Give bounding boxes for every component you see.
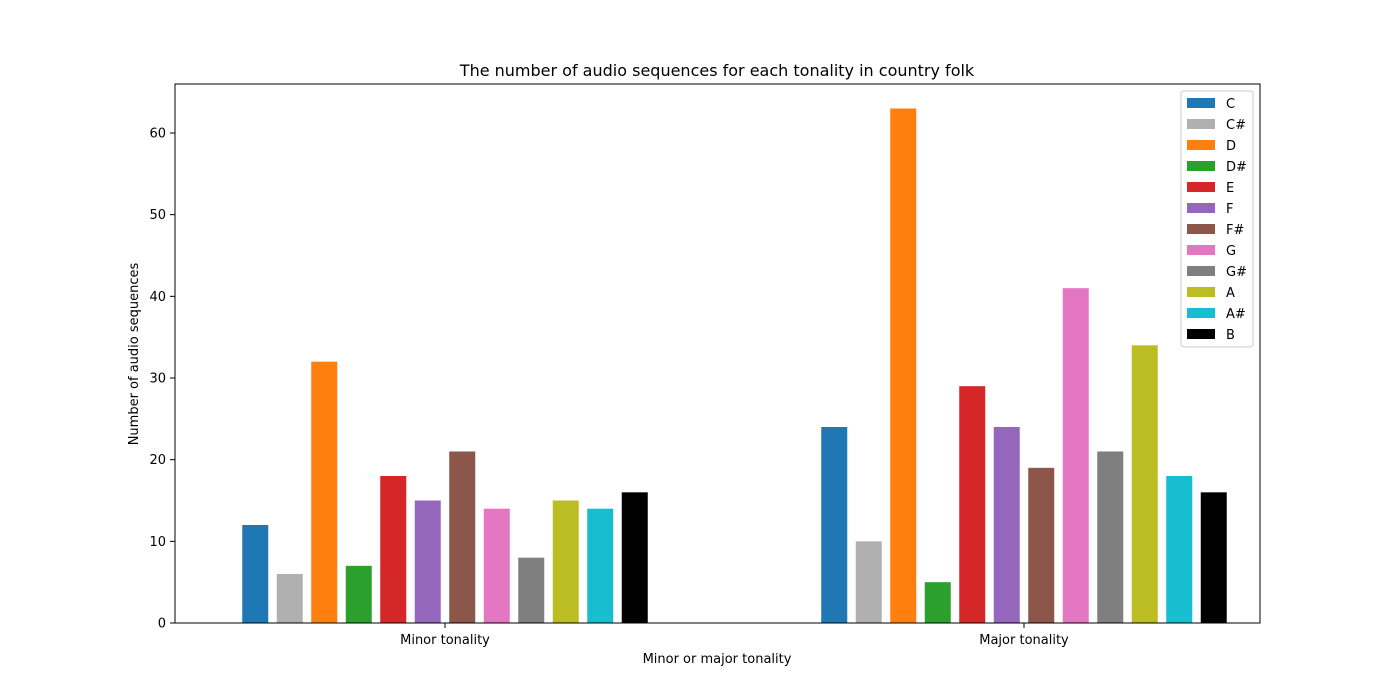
y-tick-label: 0 (158, 617, 166, 632)
x-axis-label: Minor or major tonality (643, 652, 792, 667)
y-tick-label: 10 (149, 535, 166, 550)
plot-frame (174, 83, 1261, 624)
bar-d-minor (311, 361, 338, 623)
bar-g-major (1062, 288, 1089, 623)
legend-swatch (1187, 329, 1215, 339)
bar-csharp-minor (276, 574, 303, 623)
legend-swatch (1187, 140, 1215, 150)
bar-b-major (1200, 492, 1227, 623)
bar-c-major (821, 427, 848, 623)
legend-entry-label: C (1226, 97, 1235, 112)
legend-swatch (1187, 203, 1215, 213)
legend-swatch (1187, 245, 1215, 255)
bar-asharp-minor (587, 508, 614, 623)
y-tick-label: 30 (149, 372, 166, 387)
legend-entry-label: B (1226, 328, 1235, 343)
bar-g-minor (483, 508, 510, 623)
bar-gsharp-major (1097, 451, 1124, 623)
legend-entry-label: E (1226, 181, 1234, 196)
bar-gsharp-minor (518, 557, 545, 623)
legend-swatch (1187, 98, 1215, 108)
legend-swatch (1187, 308, 1215, 318)
legend-entry-label: D# (1226, 160, 1247, 175)
legend-swatch (1187, 182, 1215, 192)
bar-asharp-major (1166, 476, 1193, 623)
legend-entry-label: G# (1226, 265, 1247, 280)
legend-entry-label: F (1226, 202, 1233, 217)
bar-csharp-major (855, 541, 882, 623)
bar-a-major (1131, 345, 1158, 623)
y-tick-label: 40 (149, 290, 166, 305)
legend-swatch (1187, 287, 1215, 297)
bar-f-major (993, 427, 1020, 623)
bar-fsharp-major (1028, 467, 1055, 623)
bar-d-major (890, 108, 917, 623)
y-axis: 0 10 20 30 40 50 60 (149, 127, 175, 632)
legend-frame (1180, 90, 1254, 348)
legend-entry-label: A# (1226, 307, 1246, 322)
y-tick-label: 60 (149, 127, 166, 142)
legend-swatch (1187, 119, 1215, 129)
legend-entry-label: C# (1226, 118, 1246, 133)
y-tick-label: 50 (149, 208, 166, 223)
legend-entry-label: D (1226, 139, 1236, 154)
bar-e-minor (380, 476, 407, 623)
x-tick-label: Major tonality (979, 633, 1069, 648)
legend-swatch (1187, 224, 1215, 234)
bar-c-minor (242, 525, 269, 623)
bar-b-minor (621, 492, 648, 623)
bar-fsharp-minor (449, 451, 476, 623)
x-axis: Minor tonality Major tonality (400, 623, 1069, 648)
x-tick-label: Minor tonality (400, 633, 490, 648)
bar-a-minor (552, 500, 579, 623)
legend-swatch (1187, 161, 1215, 171)
bar-e-major (959, 386, 986, 623)
legend-entry-label: G (1226, 244, 1236, 259)
chart-title: The number of audio sequences for each t… (459, 61, 975, 80)
legend-entry-label: A (1226, 286, 1235, 301)
legend-entry-label: F# (1226, 223, 1244, 238)
legend-swatch (1187, 266, 1215, 276)
bar-dsharp-minor (345, 565, 372, 623)
bar-dsharp-major (924, 582, 951, 623)
y-tick-label: 20 (149, 453, 166, 468)
legend: C C# D D# EF F# G G# A A# B (1180, 90, 1254, 348)
y-axis-label: Number of audio sequences (127, 262, 142, 445)
bar-f-minor (414, 500, 441, 623)
bars-group (242, 108, 1227, 623)
